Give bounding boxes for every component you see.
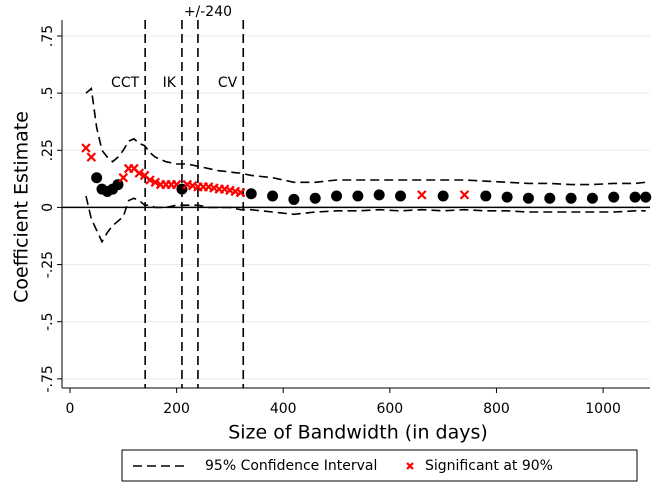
reference-label: +/-240 (184, 4, 232, 20)
significant-point (459, 190, 470, 200)
y-tick-label: -.25 (40, 251, 56, 278)
estimate-point (288, 193, 300, 205)
significant-point (134, 168, 145, 178)
significant-point (417, 190, 427, 200)
x-tick-label: 200 (163, 401, 190, 417)
estimate-point (565, 192, 577, 204)
estimate-point (501, 191, 513, 203)
significant-point (86, 152, 97, 162)
estimate-point (437, 190, 449, 202)
legend-label: Significant at 90% (425, 458, 553, 474)
y-tick-label: -.75 (40, 365, 56, 392)
x-tick-label: 400 (270, 401, 297, 417)
estimate-point (331, 190, 343, 202)
estimate-point (395, 190, 407, 202)
x-tick-label: 1000 (585, 401, 621, 417)
x-tick-label: 0 (66, 401, 75, 417)
significant-point (145, 175, 155, 185)
legend-label: 95% Confidence Interval (205, 458, 377, 474)
legend-box (121, 449, 638, 482)
estimate-point (352, 190, 364, 202)
estimate-point (608, 191, 620, 203)
legend-swatch (406, 462, 414, 470)
x-tick-label: 800 (483, 401, 510, 417)
estimate-point (91, 172, 103, 184)
estimate-point (640, 191, 652, 203)
y-tick-label: .5 (40, 86, 56, 99)
reference-label: CV (218, 75, 238, 91)
x-axis-title: Size of Bandwidth (in days) (228, 422, 488, 444)
estimate-point (522, 192, 534, 204)
y-tick-label: .25 (40, 139, 56, 161)
reference-label: IK (163, 75, 177, 91)
estimate-point (586, 192, 598, 204)
estimate-point (629, 191, 641, 203)
estimate-point (373, 189, 385, 201)
y-tick-label: 0 (40, 203, 56, 212)
significant-point (118, 172, 129, 183)
reference-label: CCT (111, 75, 140, 91)
estimate-point (309, 192, 321, 204)
ci-line (85, 87, 646, 186)
estimate-point (544, 192, 556, 204)
y-axis-title: Coefficient Estimate (11, 111, 33, 303)
estimate-point (480, 190, 492, 202)
significant-point (150, 177, 161, 188)
estimate-point (267, 190, 279, 202)
ci-line (85, 195, 646, 244)
significant-point (81, 143, 91, 153)
y-tick-label: .75 (40, 25, 56, 47)
x-tick-label: 600 (376, 401, 403, 417)
y-tick-label: -.5 (40, 313, 56, 331)
significant-point (235, 187, 246, 198)
estimate-point (245, 188, 257, 200)
